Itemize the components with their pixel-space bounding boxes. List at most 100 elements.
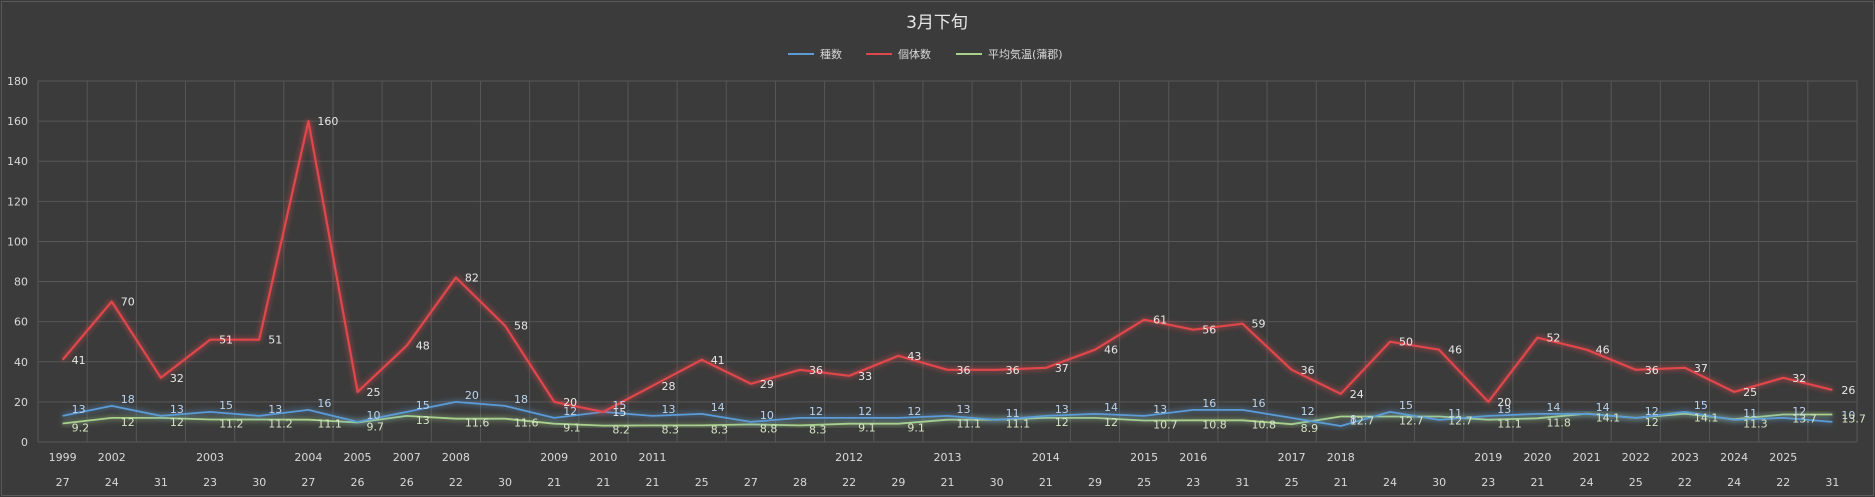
series-line [61,119,1833,413]
x-year-label: 2022 [1622,451,1650,464]
x-date-label: 25 [695,476,709,489]
data-label: 10 [367,409,381,422]
data-label: 12.7 [1399,415,1424,428]
data-label: 11.1 [957,418,982,431]
x-date-label: 21 [1039,476,1053,489]
data-label: 12 [170,416,184,429]
data-label: 11 [1743,407,1757,420]
data-label: 11.2 [268,418,293,431]
data-label: 37 [1055,362,1069,375]
data-label: 48 [416,340,430,353]
data-label: 43 [907,350,921,363]
x-date-label: 27 [301,476,315,489]
data-label: 20 [465,389,479,402]
data-label: 36 [957,364,971,377]
x-date-label: 21 [646,476,660,489]
x-year-label: 2005 [344,451,372,464]
x-year-label: 2020 [1523,451,1551,464]
data-label: 12 [1104,416,1118,429]
x-year-label: 2009 [540,451,568,464]
y-tick-label: 120 [7,195,28,208]
data-label: 8.8 [760,422,778,435]
data-label: 11.6 [514,417,539,430]
data-label: 15 [612,399,626,412]
y-tick-label: 20 [14,396,28,409]
x-year-label: 2007 [393,451,421,464]
x-date-label: 22 [449,476,463,489]
y-tick-label: 140 [7,155,28,168]
series-lines [61,119,1833,427]
x-year-label: 2016 [1179,451,1207,464]
data-label: 12 [563,405,577,418]
data-label: 12.7 [1448,415,1473,428]
data-label: 11.1 [317,418,342,431]
data-label: 25 [1743,386,1757,399]
data-label: 36 [1301,364,1315,377]
x-date-label: 21 [1530,476,1544,489]
data-label: 10.8 [1202,418,1227,431]
x-date-label: 27 [744,476,758,489]
x-date-label: 26 [351,476,365,489]
data-label: 13 [170,403,184,416]
data-label: 26 [1841,384,1855,397]
x-date-label: 24 [105,476,119,489]
data-label: 9.7 [367,421,385,434]
data-label: 41 [72,354,86,367]
data-label: 36 [809,364,823,377]
x-year-label: 2017 [1278,451,1306,464]
data-label: 14.1 [1694,412,1719,425]
x-year-label: 2015 [1130,451,1158,464]
x-year-label: 2013 [934,451,962,464]
x-year-label: 2011 [639,451,667,464]
x-year-label: 2021 [1573,451,1601,464]
data-label: 14 [1596,401,1610,414]
x-year-label: 2008 [442,451,470,464]
data-label: 51 [219,334,233,347]
x-date-label: 30 [1432,476,1446,489]
data-label: 13 [957,403,971,416]
data-label: 32 [1792,372,1806,385]
data-label: 12 [907,405,921,418]
data-label: 14.1 [1596,412,1621,425]
x-date-label: 29 [1088,476,1102,489]
x-date-label: 21 [941,476,955,489]
x-date-label: 30 [990,476,1004,489]
x-date-label: 24 [1383,476,1397,489]
x-date-label: 21 [1334,476,1348,489]
legend-label: 種数 [820,47,842,61]
data-label: 11.6 [465,417,490,430]
data-label: 13 [1497,403,1511,416]
data-label: 12 [858,405,872,418]
data-label: 24 [1350,388,1364,401]
x-year-label: 2010 [589,451,617,464]
data-label: 46 [1104,344,1118,357]
x-date-label: 24 [1580,476,1594,489]
data-label: 16 [1251,397,1265,410]
data-label: 56 [1202,324,1216,337]
x-date-label: 31 [1825,476,1839,489]
x-date-label: 31 [154,476,168,489]
y-tick-label: 160 [7,115,28,128]
data-label: 16 [1202,397,1216,410]
x-date-label: 24 [1727,476,1741,489]
data-label: 8 [1350,413,1357,426]
x-date-label: 21 [596,476,610,489]
data-label: 20 [1497,396,1511,409]
data-label: 41 [711,354,725,367]
data-label: 59 [1251,318,1265,331]
data-label: 15 [612,406,626,419]
x-year-label: 2014 [1032,451,1060,464]
data-label: 32 [170,372,184,385]
data-label: 9.1 [907,422,925,435]
data-label: 8.9 [1301,422,1319,435]
legend-label: 平均気温(蒲郡) [988,47,1063,61]
data-label: 46 [1448,344,1462,357]
data-label: 10.7 [1153,419,1178,432]
x-date-label: 23 [1481,476,1495,489]
x-date-label: 30 [252,476,266,489]
data-label: 13.7 [1792,413,1817,426]
data-label: 50 [1399,336,1413,349]
chart-title: 3月下旬 [906,13,968,33]
